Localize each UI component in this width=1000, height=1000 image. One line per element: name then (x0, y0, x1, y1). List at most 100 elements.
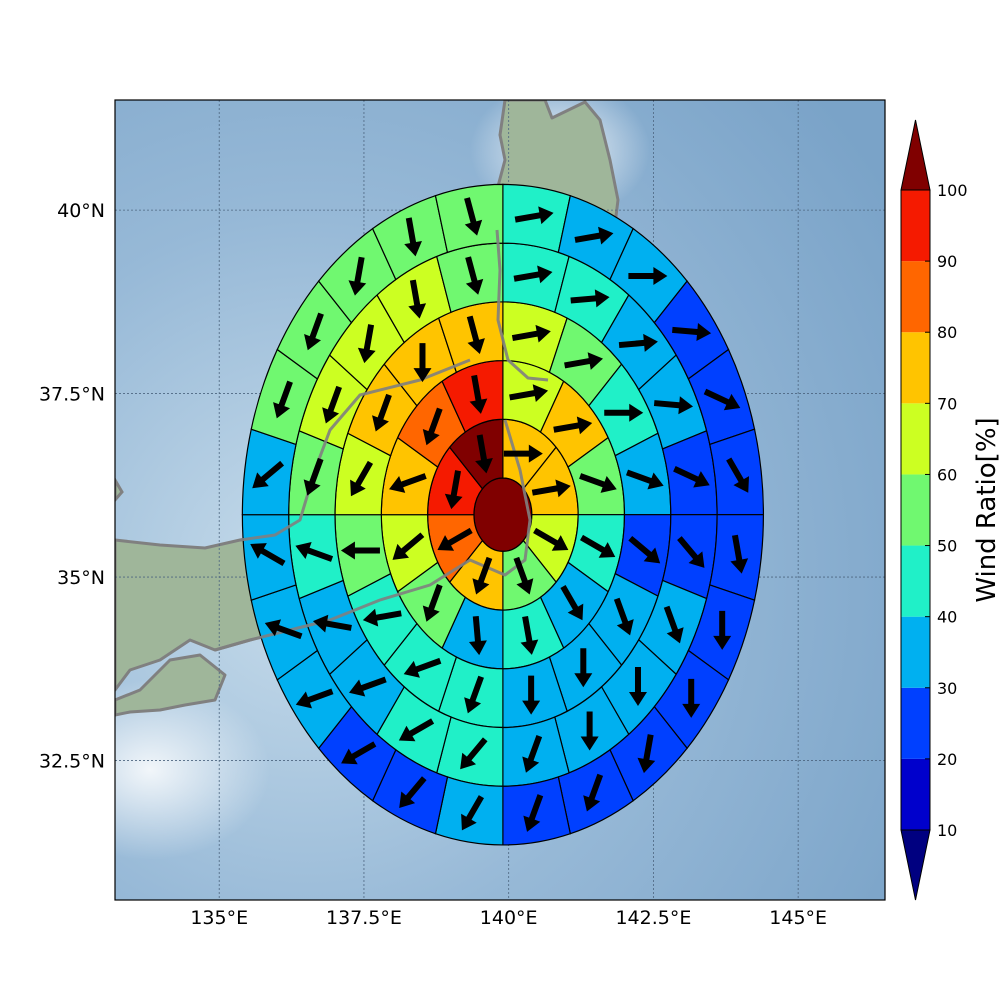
wind-arrow-shape (341, 741, 377, 765)
wind-arrow (399, 776, 427, 809)
wind-arrow-shape (475, 434, 493, 474)
wind-arrow-shape (628, 666, 647, 706)
wind-arrow (475, 434, 493, 474)
wind-arrow (348, 256, 367, 296)
map-frame (114, 99, 886, 901)
colorbar-tick-label: 40 (937, 608, 957, 627)
wind-arrow (570, 289, 610, 308)
x-axis-ticks: 135°E 137.5°E 140°E 142.5°E 145°E (190, 907, 827, 929)
wind-arrow (509, 384, 549, 402)
land-shikoku (115, 653, 227, 717)
wind-arrow-shape (574, 226, 614, 245)
wind-arrow (461, 795, 485, 831)
wind-arrow (713, 610, 732, 650)
wind-arrow (574, 648, 593, 688)
wind-arrow-shape (437, 527, 473, 551)
wind-arrow-shape (465, 256, 484, 295)
wind-arrow-shape (637, 734, 656, 774)
wind-arrow (469, 374, 488, 414)
wind-arrow-shape (564, 352, 604, 370)
wind-arrow-shape (399, 776, 427, 809)
wind-arrow-shape (663, 605, 684, 644)
wind-arrow-shape (560, 584, 584, 621)
wind-arrow (579, 473, 617, 493)
wind-arrow (618, 333, 658, 352)
wind-arrow (408, 279, 427, 319)
wind-arrow-shape (422, 407, 443, 446)
wind-arrow-shape (466, 315, 485, 355)
colorbar-tick-label: 30 (937, 679, 957, 698)
wind-arrow (503, 444, 543, 463)
wind-arrow-shape (553, 416, 593, 435)
wind-arrow-shape (579, 473, 617, 493)
wind-arrow-shape (570, 289, 610, 308)
colorbar: 10 20 30 40 50 60 70 80 90 100 Wind Ratio[%] (900, 119, 1000, 901)
wind-arrow (350, 460, 374, 497)
wind-arrow-shape (730, 534, 749, 574)
wind-arrow-shape (349, 676, 387, 697)
wind-arrow (533, 527, 569, 551)
wind-arrow-shape (264, 619, 303, 640)
wind-arrow-shape (613, 597, 634, 636)
wind-arrow (444, 470, 463, 510)
wind-arrow (472, 556, 493, 595)
wind-arrow (468, 616, 487, 656)
wind-arrow-shape (513, 556, 534, 595)
wind-arrow-shape (503, 444, 543, 463)
wind-arrow (520, 615, 539, 655)
wind-arrow (464, 197, 483, 236)
wind-arrow-shape (726, 457, 750, 493)
wind-arrow-shape (295, 542, 334, 562)
wind-arrow (574, 226, 614, 245)
wind-arrow (653, 396, 694, 415)
wind-arrow-shape (682, 678, 701, 718)
colorbar-tick-label: 80 (937, 323, 957, 342)
colorbar-segment (901, 403, 930, 475)
wind-arrow (628, 666, 647, 706)
colorbar-segment (901, 332, 930, 404)
wind-arrow-shape (673, 466, 710, 488)
wind-arrow-shape (461, 795, 485, 831)
wind-arrow (372, 393, 392, 432)
wind-arrow-shape (250, 543, 286, 567)
wind-arrow-shape (509, 384, 549, 402)
wind-arrow-shape (531, 479, 571, 498)
wind-arrow-shape (523, 794, 544, 832)
wind-arrow (295, 542, 334, 562)
wind-arrow (511, 324, 551, 343)
wind-arrow (404, 217, 422, 257)
wind-arrow (637, 734, 656, 774)
wind-arrow-shape (404, 217, 422, 257)
land-island (115, 477, 124, 503)
wind-arrow-shape (348, 256, 367, 296)
wind-arrow (726, 457, 750, 493)
wind-arrow (466, 315, 485, 355)
wind-arrow-shape (252, 460, 285, 489)
colorbar-tick-label: 60 (937, 465, 957, 484)
wind-arrow (677, 536, 705, 568)
wind-arrow-shape (464, 675, 484, 714)
wind-arrow (580, 534, 616, 558)
wind-arrow (560, 584, 584, 621)
wind-arrow (312, 614, 352, 633)
wind-arrow (303, 457, 324, 496)
wind-direction-arrows (250, 197, 750, 832)
colorbar-tick-label: 10 (937, 821, 957, 840)
wind-arrow-shape (312, 614, 352, 633)
colorbar-segment (901, 545, 930, 617)
wind-arrow (413, 343, 432, 383)
wind-arrow (522, 675, 541, 715)
wind-arrow (403, 657, 442, 678)
wind-arrow (389, 473, 427, 493)
wind-arrow-shape (340, 541, 380, 560)
colorbar-under-extension (900, 829, 931, 901)
wind-arrow (682, 678, 701, 718)
wind-arrow-shape (628, 535, 661, 564)
wind-arrow (673, 466, 710, 488)
wind-arrow (357, 324, 376, 364)
wind-ratio-sectors (241, 183, 765, 846)
colorbar-segment (901, 190, 930, 262)
wind-arrow (672, 323, 712, 341)
colorbar-segment (901, 616, 930, 688)
wind-arrow-shape (533, 527, 569, 551)
